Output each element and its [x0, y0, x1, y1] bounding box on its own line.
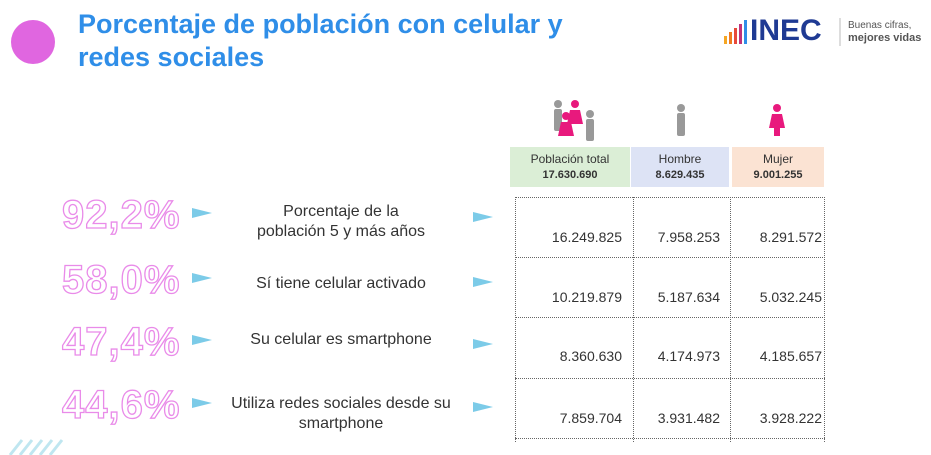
- column-total: 17.630.690: [542, 169, 598, 181]
- arrow: [473, 402, 493, 412]
- column-total: 9.001.255: [753, 169, 803, 181]
- cell-value: 8.360.630: [559, 348, 622, 364]
- pink-dot: [11, 20, 55, 64]
- column-label: Población total: [530, 152, 610, 166]
- arrow: [473, 212, 493, 222]
- cell-value: 3.928.222: [759, 410, 822, 426]
- cell-value: 3.931.482: [657, 410, 720, 426]
- arrow: [192, 273, 212, 283]
- table-divider: [515, 197, 825, 198]
- cell-value: 5.032.245: [759, 289, 822, 305]
- table-divider: [515, 438, 825, 439]
- arrows: [192, 208, 493, 412]
- arrow: [473, 277, 493, 287]
- column-label: Mujer: [762, 152, 793, 166]
- cell-value: 5.187.634: [657, 289, 720, 305]
- tagline-line: mejores vidas: [848, 32, 922, 44]
- arrow: [192, 208, 212, 218]
- column-label: Hombre: [658, 152, 702, 166]
- stripes: [8, 439, 64, 455]
- row-label-line: Utiliza redes sociales desde su: [231, 395, 451, 412]
- cell-value: 10.219.879: [551, 289, 622, 305]
- cell-value: 7.958.253: [657, 229, 720, 245]
- table-divider: [515, 257, 825, 258]
- row-label-line: smartphone: [298, 415, 384, 432]
- row-label: Sí tiene celular activado: [226, 274, 456, 294]
- row-label-line: Porcentaje de la: [283, 203, 399, 220]
- percent: 92,2%: [61, 192, 181, 237]
- column-header: Población total 17.630.690: [510, 147, 630, 187]
- column-header: Mujer 9.001.255: [732, 147, 824, 187]
- table-divider: [515, 378, 825, 379]
- title: Porcentaje de población con celular y re…: [78, 8, 563, 74]
- row-label: Porcentaje de la población 5 y más años: [226, 202, 456, 242]
- logo-bars: [724, 20, 747, 44]
- row-label: Su celular es smartphone: [226, 330, 456, 350]
- cell-value: 7.859.704: [559, 410, 622, 426]
- percent: 47,4%: [61, 319, 181, 364]
- logo-tagline: Buenas cifras, mejores vidas: [848, 19, 921, 45]
- table-divider: [824, 197, 825, 442]
- arrow: [192, 398, 212, 408]
- cell-value: 16.249.825: [551, 229, 622, 245]
- table-divider: [633, 197, 634, 442]
- cell-value: 4.174.973: [657, 348, 720, 364]
- row-label-line: Sí tiene celular activado: [256, 275, 426, 292]
- arrow: [192, 335, 212, 345]
- percent: 58,0%: [61, 257, 181, 302]
- table-divider: [730, 197, 731, 442]
- people-icon-total: [554, 100, 594, 141]
- column-total: 8.629.435: [655, 169, 705, 181]
- logo-name: INEC: [750, 14, 822, 47]
- row-label: Utiliza redes sociales desde su smartphon…: [226, 394, 456, 434]
- arrow: [473, 339, 493, 349]
- table-divider: [515, 317, 825, 318]
- table-divider: [515, 197, 516, 442]
- cell-value: 8.291.572: [759, 229, 822, 245]
- row-label-line: población 5 y más años: [256, 223, 426, 240]
- percent: 44,6%: [61, 382, 181, 427]
- man-icon: [677, 104, 685, 136]
- tagline-line: Buenas cifras,: [848, 20, 912, 31]
- title-line: Porcentaje de población con celular y: [78, 9, 563, 39]
- title-line: redes sociales: [78, 42, 265, 72]
- woman-icon: [769, 104, 785, 136]
- cell-value: 4.185.657: [759, 348, 822, 364]
- row-label-line: Su celular es smartphone: [250, 331, 432, 348]
- column-header: Hombre 8.629.435: [631, 147, 729, 187]
